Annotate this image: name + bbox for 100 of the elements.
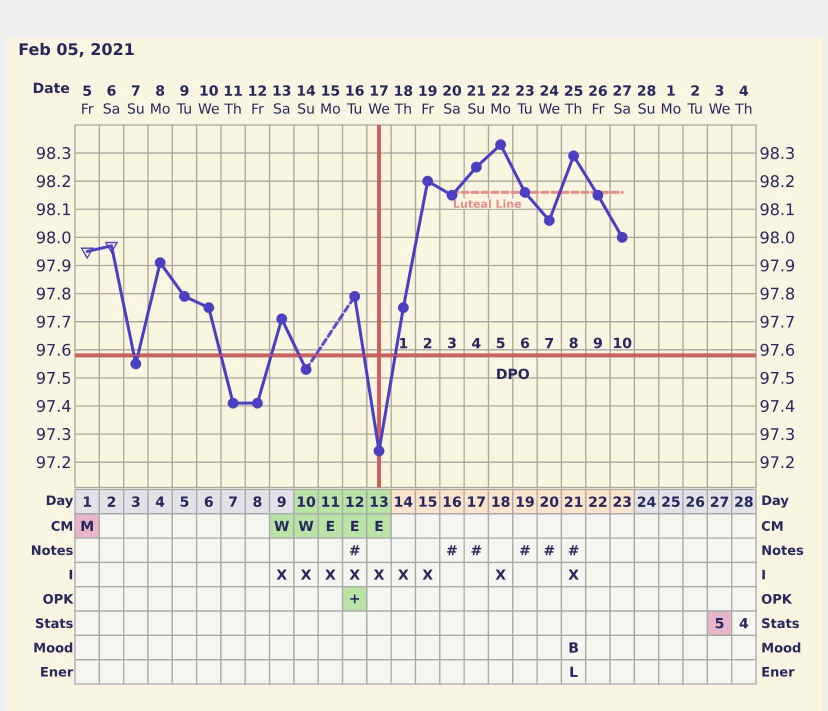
x-tick-label: 1 Mo bbox=[662, 85, 680, 114]
text: X bbox=[568, 569, 579, 580]
point bbox=[398, 302, 409, 314]
point bbox=[276, 313, 288, 324]
x-tick-label: 18 Th bbox=[394, 85, 412, 114]
x2-tick-label: 9 bbox=[594, 338, 602, 348]
text: 26 bbox=[686, 496, 704, 507]
text: 27 bbox=[710, 496, 728, 507]
point bbox=[349, 290, 360, 302]
text: 3 bbox=[132, 496, 140, 507]
point bbox=[105, 242, 118, 253]
x-tick-label: 9 Tu bbox=[176, 85, 191, 114]
text: # bbox=[447, 545, 457, 556]
x-tick-label: 16 Tu bbox=[346, 85, 364, 114]
text: 21 bbox=[564, 496, 582, 507]
text: 8 bbox=[253, 496, 262, 507]
x-tick-label: 5 Fr bbox=[82, 86, 94, 114]
x-tick-label: 4 Th bbox=[735, 86, 752, 114]
y2-tick-label: 97.2 bbox=[760, 456, 794, 468]
x2-tick-label: 7 bbox=[545, 338, 554, 348]
x-tick-label: 6 Sa bbox=[104, 85, 119, 114]
text: 20 bbox=[540, 496, 558, 507]
point bbox=[470, 162, 482, 173]
y-tick-label: 97.4 bbox=[36, 400, 71, 412]
x-tick-label: 15 Mo bbox=[321, 85, 340, 114]
y2-tick-label: CM bbox=[762, 521, 782, 531]
point bbox=[252, 398, 263, 409]
text: W bbox=[274, 520, 290, 532]
y-tick-label: Day bbox=[46, 495, 74, 508]
y2-tick-label: 97.4 bbox=[760, 400, 794, 412]
x-tick-label: 17 We bbox=[368, 85, 390, 114]
x-tick-label: 28 Su bbox=[638, 85, 656, 114]
text: 7 bbox=[229, 496, 237, 507]
x-tick-label: 2 Tu bbox=[688, 85, 702, 114]
text: 15 bbox=[420, 496, 436, 507]
x-tick-label: 14 Su bbox=[298, 85, 316, 114]
x2-tick-label: 3 bbox=[448, 338, 456, 348]
x-tick-label: 23 Tu bbox=[516, 85, 534, 114]
text: X bbox=[300, 569, 312, 580]
y-tick-label: 98.0 bbox=[36, 231, 70, 244]
y-tick-label: 98.1 bbox=[36, 203, 70, 216]
x2-tick-label: 4 bbox=[472, 338, 481, 348]
y-tick-label: 97.9 bbox=[36, 259, 70, 272]
x-tick-label: 25 Th bbox=[564, 85, 582, 114]
y-tick-label: Stats bbox=[36, 618, 73, 628]
text: 14 bbox=[395, 496, 412, 507]
point bbox=[544, 215, 555, 226]
y2-tick-label: Ener bbox=[762, 666, 795, 677]
y-tick-label: Mood bbox=[34, 642, 72, 653]
point bbox=[300, 364, 312, 375]
text: X bbox=[350, 569, 360, 580]
text: 2 bbox=[108, 496, 116, 507]
text: 22 bbox=[589, 496, 606, 507]
text: 4 bbox=[740, 618, 748, 628]
text: 23 bbox=[614, 496, 631, 507]
point bbox=[592, 190, 604, 201]
text: X bbox=[398, 569, 408, 580]
text: L bbox=[570, 666, 578, 677]
text: 9 bbox=[278, 496, 286, 507]
point bbox=[520, 187, 530, 198]
text: 19 bbox=[516, 496, 534, 507]
y-tick-label: 97.2 bbox=[36, 456, 70, 468]
y2-tick-label: 97.8 bbox=[760, 288, 794, 300]
y2-tick-label: Stats bbox=[762, 618, 799, 628]
y2-tick-label: Notes bbox=[762, 545, 804, 556]
point bbox=[179, 290, 190, 302]
y2-tick-label: 97.9 bbox=[760, 259, 794, 272]
point bbox=[422, 176, 434, 187]
chart-title: Feb 05, 2021 bbox=[20, 42, 134, 58]
x-tick-label: 3 We bbox=[709, 85, 730, 114]
text: + bbox=[350, 594, 360, 604]
text: E bbox=[351, 520, 358, 532]
text: 5 bbox=[180, 496, 188, 507]
text: 6 bbox=[204, 496, 213, 507]
point bbox=[616, 232, 628, 243]
y-tick-label: 97.5 bbox=[36, 372, 70, 384]
x-tick-label: 13 Sa bbox=[274, 85, 290, 114]
x-tick-label: 20 Sa bbox=[443, 85, 462, 114]
point bbox=[203, 302, 214, 314]
y-tick-label: 97.7 bbox=[36, 316, 70, 328]
point bbox=[446, 190, 458, 201]
x-tick-label: 24 We bbox=[538, 85, 560, 114]
point bbox=[374, 446, 384, 456]
text: 5 bbox=[716, 618, 724, 628]
x2-axis-title: DPO bbox=[497, 368, 529, 380]
series-label: Luteal Line bbox=[454, 199, 522, 208]
y2-tick-label: Mood bbox=[762, 642, 800, 653]
y-tick-label: 98.3 bbox=[36, 147, 70, 160]
x2-tick-label: 1 bbox=[400, 338, 408, 348]
text: # bbox=[568, 545, 579, 556]
point bbox=[228, 398, 238, 409]
y-tick-label: Ener bbox=[41, 666, 74, 677]
text: # bbox=[471, 545, 482, 556]
y-tick-label: 97.6 bbox=[36, 344, 70, 356]
x-tick-label: 27 Sa bbox=[614, 85, 631, 114]
text: B bbox=[570, 642, 578, 653]
y2-tick-label: 97.6 bbox=[760, 344, 794, 356]
point bbox=[154, 257, 166, 268]
text: M bbox=[81, 520, 93, 532]
y-tick-label: OPK bbox=[43, 594, 74, 604]
